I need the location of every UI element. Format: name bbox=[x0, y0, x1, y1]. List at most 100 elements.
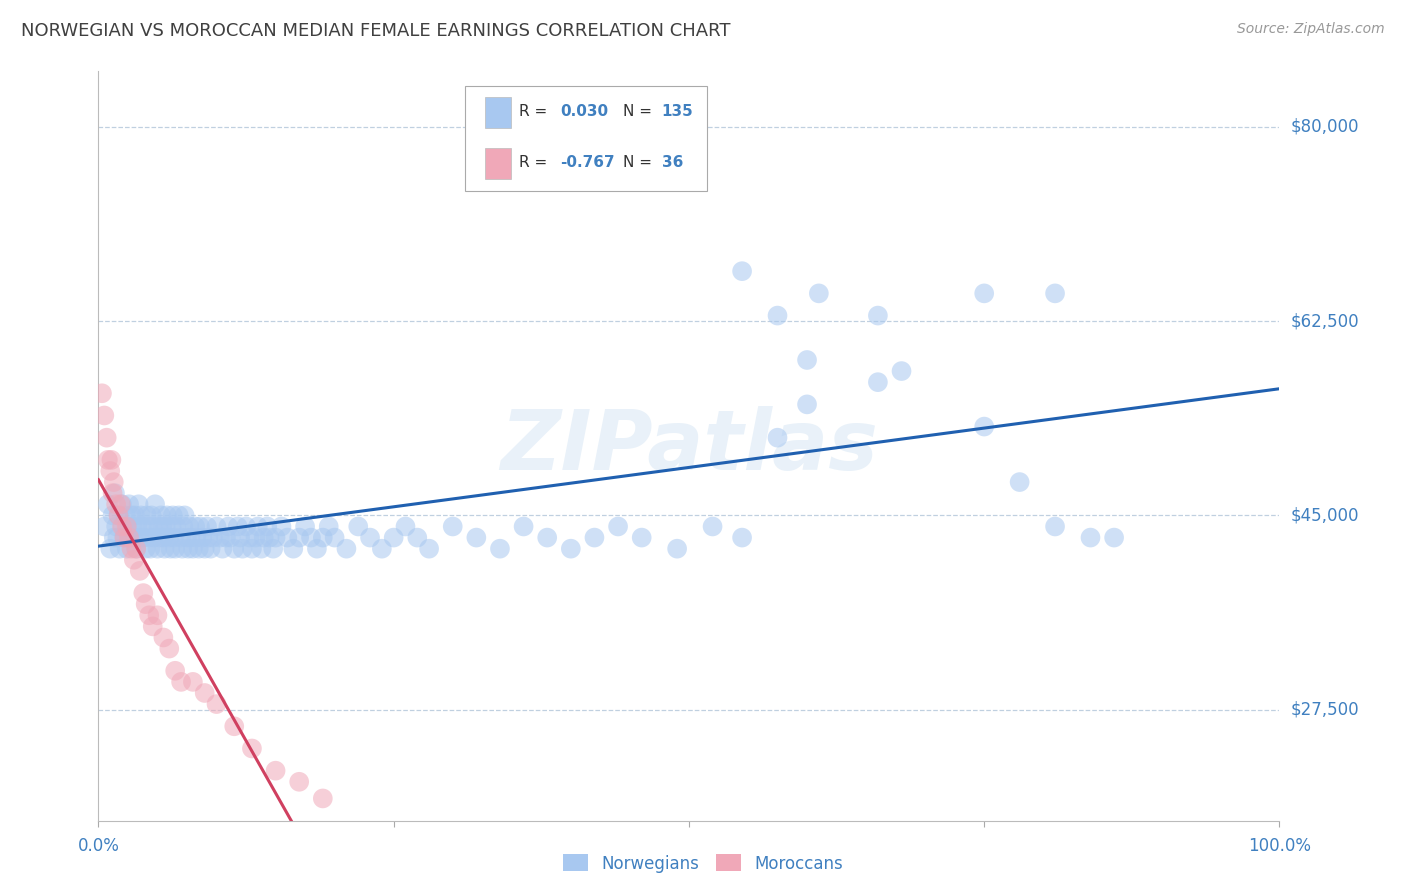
Point bbox=[179, 519, 201, 533]
Point bbox=[142, 619, 165, 633]
Point bbox=[112, 531, 135, 545]
Point bbox=[359, 531, 381, 545]
Point bbox=[177, 541, 200, 556]
Point bbox=[239, 531, 262, 545]
Point bbox=[229, 531, 252, 545]
Point bbox=[165, 519, 187, 533]
Point bbox=[150, 519, 173, 533]
Point bbox=[181, 541, 204, 556]
Point bbox=[128, 531, 150, 545]
Point bbox=[176, 531, 198, 545]
Point bbox=[262, 541, 284, 556]
Point bbox=[125, 541, 148, 556]
Point bbox=[121, 519, 143, 533]
Text: $80,000: $80,000 bbox=[1291, 118, 1360, 136]
Point bbox=[209, 531, 232, 545]
Point bbox=[100, 453, 122, 467]
Point bbox=[512, 519, 534, 533]
Point bbox=[283, 541, 305, 556]
Point bbox=[973, 286, 995, 301]
Point bbox=[136, 519, 159, 533]
Point bbox=[406, 531, 429, 545]
Point bbox=[157, 641, 180, 656]
Point bbox=[157, 531, 180, 545]
Point bbox=[382, 531, 405, 545]
Point bbox=[418, 541, 440, 556]
Point bbox=[155, 519, 177, 533]
Point bbox=[152, 631, 174, 645]
Point bbox=[259, 531, 281, 545]
Point bbox=[211, 541, 233, 556]
Point bbox=[256, 519, 278, 533]
Point bbox=[560, 541, 582, 556]
Point bbox=[122, 553, 145, 567]
Point bbox=[731, 531, 754, 545]
Text: ZIPatlas: ZIPatlas bbox=[501, 406, 877, 486]
FancyBboxPatch shape bbox=[464, 87, 707, 191]
Point bbox=[231, 541, 253, 556]
Point bbox=[312, 791, 335, 805]
Point bbox=[245, 531, 267, 545]
Point bbox=[160, 519, 183, 533]
Point bbox=[1080, 531, 1102, 545]
Text: R =: R = bbox=[519, 154, 547, 169]
Point bbox=[112, 531, 135, 545]
Point bbox=[128, 564, 150, 578]
Point bbox=[187, 541, 209, 556]
Point bbox=[118, 497, 141, 511]
Point bbox=[120, 531, 142, 545]
Point bbox=[173, 508, 195, 523]
Point bbox=[115, 519, 138, 533]
Point bbox=[1043, 519, 1066, 533]
Point bbox=[138, 608, 160, 623]
Point bbox=[141, 508, 163, 523]
Point bbox=[807, 286, 830, 301]
Point bbox=[105, 531, 128, 545]
Point bbox=[583, 531, 606, 545]
Point bbox=[240, 541, 263, 556]
Point bbox=[146, 608, 169, 623]
Point bbox=[142, 531, 165, 545]
Point bbox=[122, 531, 145, 545]
Point bbox=[98, 541, 121, 556]
Point bbox=[153, 541, 176, 556]
Point bbox=[143, 497, 166, 511]
Point bbox=[111, 519, 134, 533]
Legend: Norwegians, Moroccans: Norwegians, Moroccans bbox=[557, 847, 849, 880]
Point bbox=[172, 519, 194, 533]
Point bbox=[184, 519, 207, 533]
Point bbox=[149, 531, 172, 545]
Point bbox=[1043, 286, 1066, 301]
Point bbox=[766, 309, 789, 323]
Point bbox=[117, 519, 139, 533]
FancyBboxPatch shape bbox=[485, 97, 510, 128]
Point bbox=[288, 531, 311, 545]
Point bbox=[111, 497, 134, 511]
Point bbox=[250, 541, 273, 556]
Point bbox=[188, 519, 211, 533]
Point bbox=[107, 508, 129, 523]
Text: R =: R = bbox=[519, 104, 547, 119]
Text: 135: 135 bbox=[662, 104, 693, 119]
Text: -0.767: -0.767 bbox=[560, 154, 614, 169]
Point bbox=[731, 264, 754, 278]
Text: $27,500: $27,500 bbox=[1291, 700, 1360, 719]
Point bbox=[318, 519, 340, 533]
Point bbox=[866, 309, 889, 323]
Text: N =: N = bbox=[623, 104, 652, 119]
Point bbox=[103, 475, 125, 489]
Point bbox=[347, 519, 370, 533]
Point bbox=[129, 508, 152, 523]
Point bbox=[264, 531, 287, 545]
Point bbox=[131, 519, 153, 533]
Point bbox=[170, 674, 193, 689]
Point bbox=[105, 519, 128, 533]
Point bbox=[224, 541, 246, 556]
Point bbox=[150, 508, 173, 523]
Point bbox=[186, 531, 208, 545]
Point bbox=[142, 519, 165, 533]
Point bbox=[465, 531, 488, 545]
Text: $45,000: $45,000 bbox=[1291, 507, 1360, 524]
Point bbox=[1102, 531, 1125, 545]
Point bbox=[165, 664, 187, 678]
